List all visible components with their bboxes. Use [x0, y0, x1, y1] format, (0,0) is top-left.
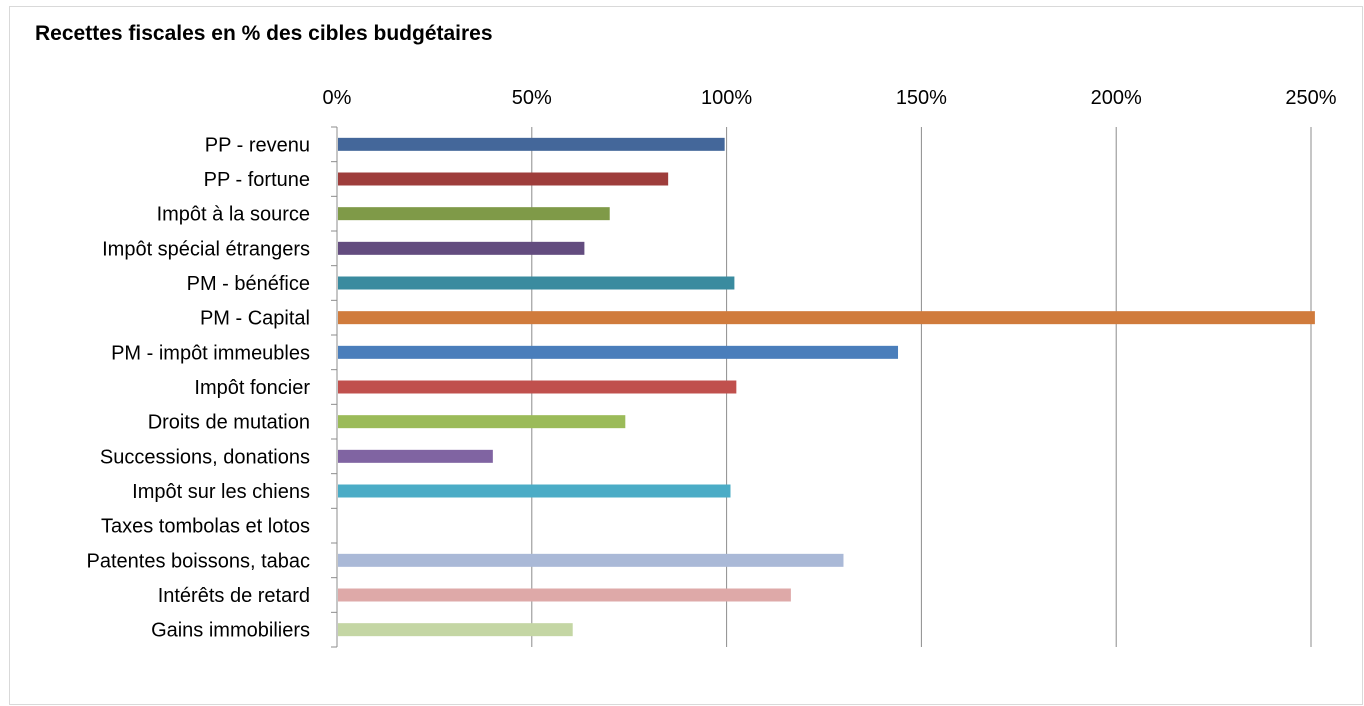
category-label: Droits de mutation: [148, 412, 310, 434]
axes: [331, 126, 338, 648]
category-label: PM - Capital: [200, 308, 310, 330]
bar: [338, 241, 585, 255]
bar: [338, 449, 493, 463]
category-label: Successions, donations: [100, 446, 310, 468]
bars: [338, 137, 1315, 637]
bar: [338, 623, 573, 637]
bar: [338, 415, 626, 429]
bar: [338, 553, 844, 567]
category-label: PM - bénéfice: [187, 273, 310, 295]
category-labels: PP - revenu PP - fortune Impôt à la source…: [87, 134, 311, 641]
x-tick-label: 200%: [1091, 87, 1142, 109]
category-label: Impôt foncier: [194, 377, 310, 399]
category-label: Impôt spécial étrangers: [102, 238, 310, 260]
category-label: Patentes boissons, tabac: [87, 550, 310, 572]
category-label: PP - revenu: [205, 134, 310, 156]
category-label: Impôt sur les chiens: [132, 481, 310, 503]
category-label: Intérêts de retard: [158, 585, 310, 607]
bar: [338, 311, 1315, 325]
x-tick-label: 250%: [1285, 87, 1336, 109]
bar: [338, 588, 791, 602]
category-label: PM - impôt immeubles: [111, 342, 310, 364]
category-label: Gains immobiliers: [151, 620, 310, 642]
x-tick-label: 100%: [701, 87, 752, 109]
x-tick-label: 0%: [323, 87, 352, 109]
category-label: Impôt à la source: [157, 204, 310, 226]
category-label: PP - fortune: [204, 169, 310, 191]
x-tick-label: 150%: [896, 87, 947, 109]
bar: [338, 172, 669, 186]
bar: [338, 276, 735, 290]
x-tick-labels: 0% 50% 100% 150% 200% 250%: [323, 87, 1337, 109]
x-tick-label: 50%: [512, 87, 552, 109]
category-label: Taxes tombolas et lotos: [101, 516, 310, 538]
bar: [338, 345, 899, 359]
bar: [338, 207, 610, 221]
bar: [338, 484, 731, 498]
chart-title: Recettes fiscales en % des cibles budgét…: [35, 22, 493, 45]
bar: [338, 137, 725, 151]
bar: [338, 380, 737, 394]
